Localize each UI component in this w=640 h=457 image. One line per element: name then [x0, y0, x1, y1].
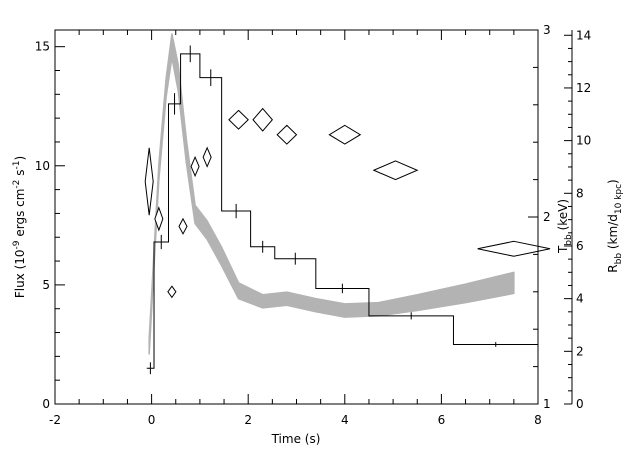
temperature-tick-label: 2 [543, 210, 551, 224]
temperature-diamond [328, 124, 362, 145]
flux-step-line [146, 53, 538, 369]
flux-series [146, 45, 538, 375]
temperature-diamond [190, 155, 200, 178]
y-tick-label: 5 [42, 278, 50, 292]
radius-tick-label: 4 [576, 292, 584, 306]
temperature-diamond [202, 146, 212, 168]
radius-tick-label: 0 [576, 397, 584, 411]
temperature-diamond [144, 147, 154, 216]
y-tick-label: 0 [42, 397, 50, 411]
x-tick-label: 2 [244, 413, 252, 427]
x-tick-label: 0 [148, 413, 156, 427]
temperature-diamond [228, 109, 249, 130]
temperature-diamond [252, 107, 274, 132]
radius-series [148, 33, 515, 355]
temperature-diamond [276, 124, 298, 145]
x-tick-label: 6 [438, 413, 446, 427]
radius-tick-label: 14 [576, 28, 591, 42]
radius-tick-label: 8 [576, 186, 584, 200]
x-tick-label: 4 [341, 413, 349, 427]
radius-tick-label: 2 [576, 344, 584, 358]
temperature-tick-label: 1 [543, 397, 551, 411]
temperature-diamond [372, 160, 419, 181]
radius-tick-label: 6 [576, 239, 584, 253]
temperature-tick-label: 3 [543, 23, 551, 37]
radius-axis-label: Rbb (km/d10 kpc) [606, 179, 624, 272]
x-axis-label: Time (s) [271, 432, 321, 446]
x-tick-label: -2 [49, 413, 61, 427]
temperature-series [144, 107, 551, 299]
temperature-axis-label: Tbb (keV) [556, 199, 574, 254]
radius-tick-label: 12 [576, 81, 591, 95]
radius-tick-label: 10 [576, 134, 591, 148]
plot-frame [54, 29, 539, 405]
y-tick-label: 15 [35, 40, 50, 54]
x-tick-label: 8 [534, 413, 542, 427]
temperature-diamond [477, 240, 551, 257]
temperature-diamond [154, 206, 164, 232]
temperature-diamond [178, 217, 188, 235]
temperature-diamond [167, 285, 177, 299]
y-tick-label: 10 [35, 159, 50, 173]
radius-band [148, 33, 515, 355]
left-axis-label: Flux (10-9 ergs cm-2 s-1) [12, 156, 27, 298]
